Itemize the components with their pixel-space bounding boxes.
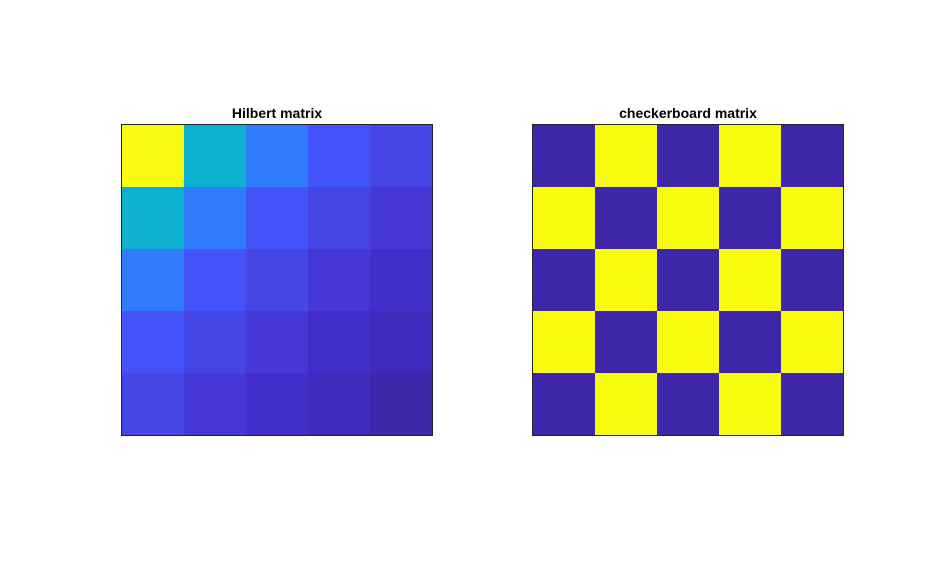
hilbert-cell-r3-c3: [246, 249, 309, 312]
hilbert-cell-r2-c3: [246, 187, 309, 250]
checkerboard-cell-r1-c5: [781, 125, 844, 188]
checkerboard-cell-r2-c2: [595, 187, 658, 250]
hilbert-cell-r3-c1: [122, 249, 185, 312]
checkerboard-matrix-cells: [533, 125, 844, 436]
checkerboard-cell-r3-c2: [595, 249, 658, 312]
hilbert-cell-r5-c1: [122, 373, 185, 436]
checkerboard-cell-r2-c1: [533, 187, 596, 250]
checkerboard-cell-r1-c2: [595, 125, 658, 188]
hilbert-cell-r2-c2: [184, 187, 247, 250]
checkerboard-cell-r2-c3: [657, 187, 720, 250]
checkerboard-cell-r4-c2: [595, 311, 658, 374]
hilbert-cell-r5-c3: [246, 373, 309, 436]
checkerboard-cell-r5-c2: [595, 373, 658, 436]
hilbert-cell-r1-c3: [246, 125, 309, 188]
hilbert-cell-r2-c5: [370, 187, 433, 250]
checkerboard-cell-r3-c4: [719, 249, 782, 312]
checkerboard-cell-r5-c5: [781, 373, 844, 436]
checkerboard-matrix-axes-frame: [532, 124, 844, 436]
checkerboard-cell-r1-c1: [533, 125, 596, 188]
hilbert-cell-r4-c5: [370, 311, 433, 374]
hilbert-matrix-axes-frame: [121, 124, 433, 436]
hilbert-matrix-panel: Hilbert matrix: [121, 105, 433, 436]
checkerboard-cell-r1-c4: [719, 125, 782, 188]
hilbert-cell-r1-c1: [122, 125, 185, 188]
checkerboard-matrix-title: checkerboard matrix: [619, 105, 757, 121]
hilbert-cell-r3-c5: [370, 249, 433, 312]
hilbert-cell-r4-c1: [122, 311, 185, 374]
checkerboard-cell-r4-c1: [533, 311, 596, 374]
checkerboard-cell-r4-c4: [719, 311, 782, 374]
checkerboard-cell-r1-c3: [657, 125, 720, 188]
hilbert-cell-r5-c4: [308, 373, 371, 436]
checkerboard-cell-r5-c1: [533, 373, 596, 436]
hilbert-cell-r5-c5: [370, 373, 433, 436]
hilbert-matrix-cells: [122, 125, 433, 436]
checkerboard-cell-r4-c3: [657, 311, 720, 374]
hilbert-cell-r1-c5: [370, 125, 433, 188]
hilbert-cell-r3-c4: [308, 249, 371, 312]
checkerboard-cell-r3-c3: [657, 249, 720, 312]
checkerboard-cell-r2-c4: [719, 187, 782, 250]
checkerboard-cell-r2-c5: [781, 187, 844, 250]
hilbert-cell-r1-c2: [184, 125, 247, 188]
hilbert-cell-r4-c4: [308, 311, 371, 374]
checkerboard-matrix-panel: checkerboard matrix: [532, 105, 844, 436]
checkerboard-cell-r4-c5: [781, 311, 844, 374]
checkerboard-cell-r5-c4: [719, 373, 782, 436]
hilbert-cell-r3-c2: [184, 249, 247, 312]
hilbert-cell-r4-c3: [246, 311, 309, 374]
checkerboard-cell-r3-c1: [533, 249, 596, 312]
hilbert-cell-r2-c1: [122, 187, 185, 250]
hilbert-cell-r4-c2: [184, 311, 247, 374]
hilbert-cell-r5-c2: [184, 373, 247, 436]
checkerboard-cell-r3-c5: [781, 249, 844, 312]
hilbert-cell-r2-c4: [308, 187, 371, 250]
hilbert-cell-r1-c4: [308, 125, 371, 188]
checkerboard-cell-r5-c3: [657, 373, 720, 436]
hilbert-matrix-title: Hilbert matrix: [232, 105, 322, 121]
